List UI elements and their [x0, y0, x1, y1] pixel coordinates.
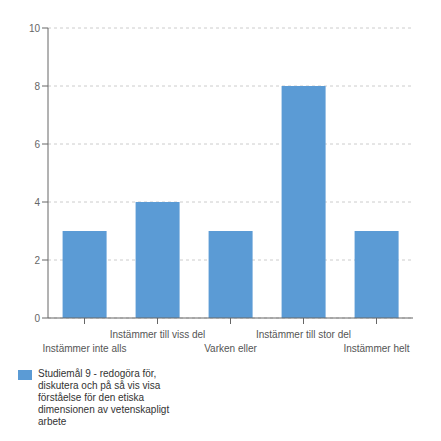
html-text:dimensionen av vetenskapligt: dimensionen av vetenskapligt: [38, 404, 170, 415]
svg-text:0: 0: [34, 313, 40, 324]
svg-text:Instämmer till viss del: Instämmer till viss del: [110, 329, 206, 340]
svg-text:8: 8: [34, 81, 40, 92]
html-text:arbete: arbete: [38, 416, 67, 427]
svg-text:Varken eller: Varken eller: [204, 343, 257, 354]
html-text:diskutera och på så vis visa: diskutera och på så vis visa: [38, 380, 161, 391]
svg-text:10: 10: [29, 23, 41, 34]
svg-text:Instämmer inte alls: Instämmer inte alls: [43, 343, 127, 354]
svg-text:6: 6: [34, 139, 40, 150]
svg-text:4: 4: [34, 197, 40, 208]
svg-text:Instämmer till stor del: Instämmer till stor del: [256, 329, 351, 340]
html-text:förståelse för den etiska: förståelse för den etiska: [38, 392, 145, 403]
html-text:Studiemål 9 - redogöra för,: Studiemål 9 - redogöra för,: [38, 368, 157, 379]
svg-text:Instämmer helt: Instämmer helt: [343, 343, 409, 354]
svg-text:2: 2: [34, 255, 40, 266]
